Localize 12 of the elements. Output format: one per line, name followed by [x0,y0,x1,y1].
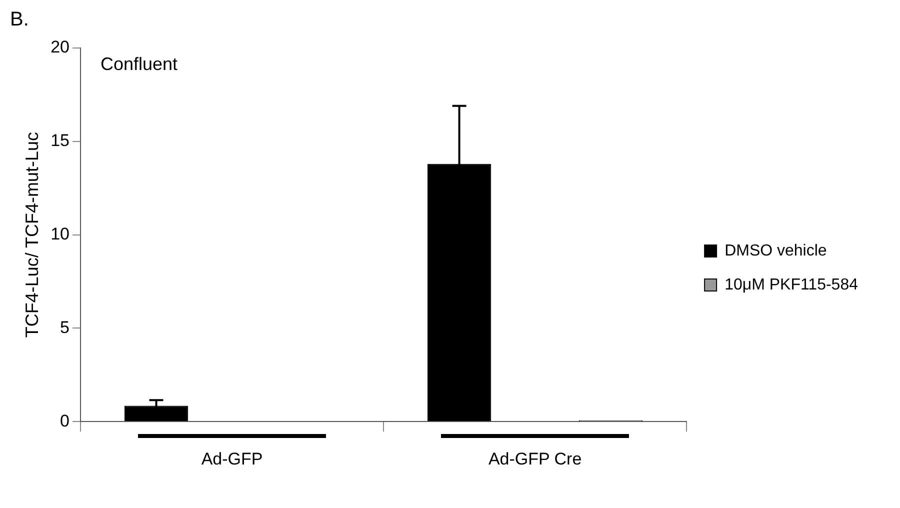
legend-label: 10μM PKF115-584 [724,276,858,294]
text: B. [10,8,29,31]
y-tick-label: 10 [50,224,70,244]
y-tick-label: 15 [50,131,70,150]
y-tick-label: 5 [60,318,70,337]
legend-label: DMSO vehicle [724,242,827,260]
y-axis-title: TCF4-Luc/ TCF4-mut-Luc [22,132,42,338]
y-tick-label: 20 [50,38,70,57]
x-tick-label: Ad-GFP Cre [488,449,582,468]
y-tick-label: 0 [60,411,70,430]
annotation: Confluent [100,54,178,74]
x-tick-label: Ad-GFP [201,449,263,468]
